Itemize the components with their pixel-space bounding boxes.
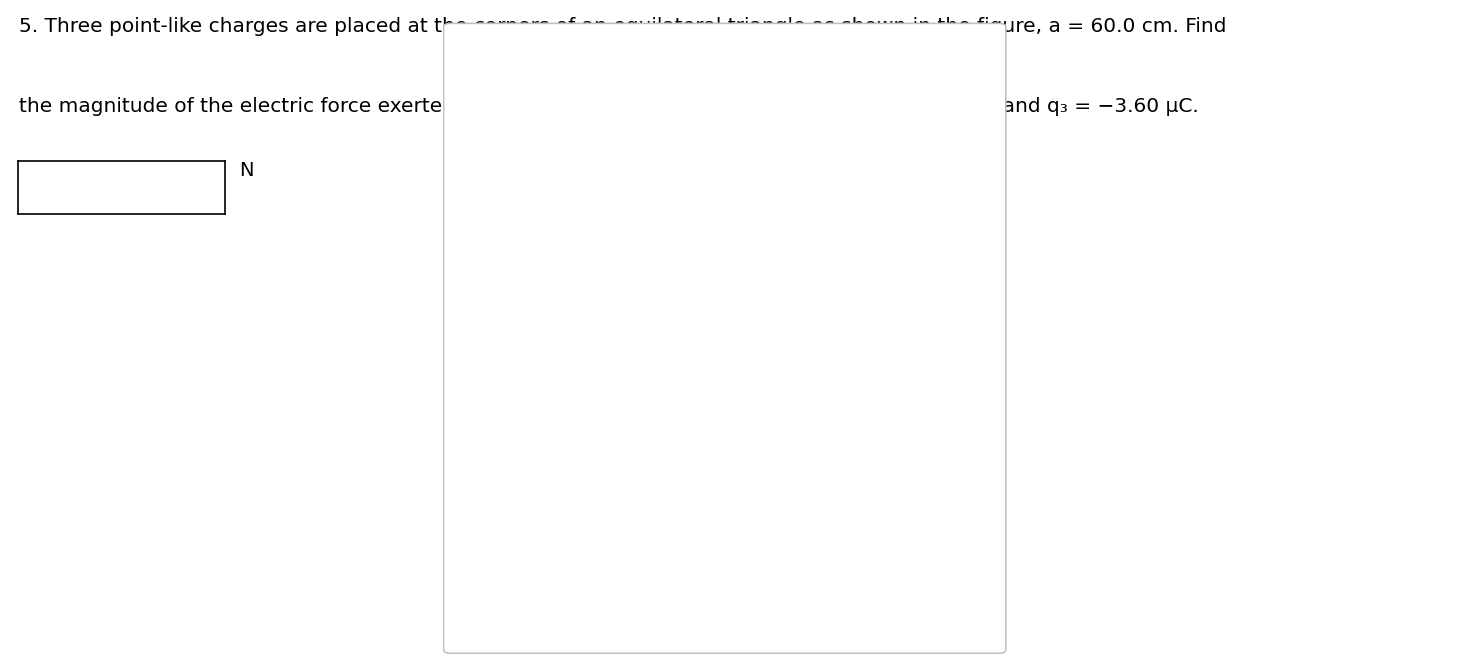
Text: the magnitude of the electric force exerted on the charge q₃ . Let q₁ = −2.50 μC: the magnitude of the electric force exer… — [19, 97, 1199, 116]
Text: q₃: q₃ — [757, 155, 776, 174]
Text: q₁: q₁ — [550, 531, 571, 551]
Text: 5. Three point-like charges are placed at the corners of an equilateral triangle: 5. Three point-like charges are placed a… — [19, 17, 1226, 36]
Circle shape — [531, 448, 593, 510]
Polygon shape — [562, 198, 887, 479]
Circle shape — [694, 167, 756, 228]
Text: q₂: q₂ — [879, 531, 899, 551]
Circle shape — [856, 448, 918, 510]
Text: a: a — [859, 322, 871, 341]
Text: N: N — [240, 161, 254, 180]
FancyBboxPatch shape — [444, 23, 1006, 653]
Text: a: a — [578, 322, 590, 341]
Text: a: a — [719, 529, 731, 547]
